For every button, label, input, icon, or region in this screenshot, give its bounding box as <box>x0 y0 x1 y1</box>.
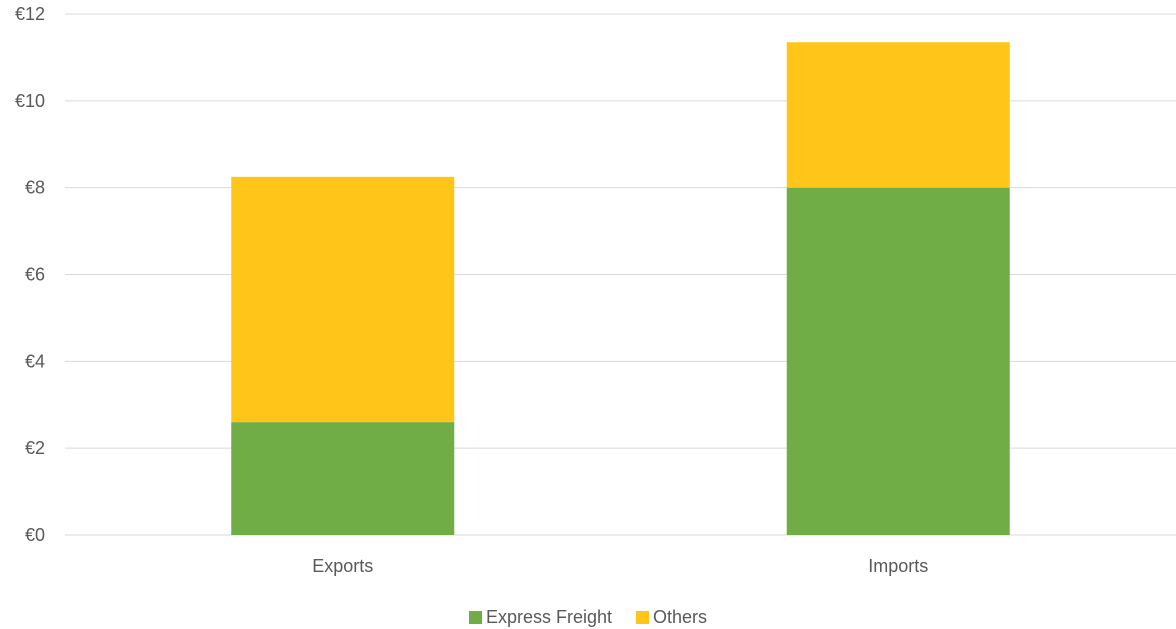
legend: Express Freight Others <box>0 606 1176 628</box>
legend-label-express-freight: Express Freight <box>485 607 612 627</box>
y-tick-label: €6 <box>25 265 45 285</box>
legend-item-express-freight: Express Freight <box>468 606 612 628</box>
y-tick-label: €2 <box>25 438 45 458</box>
bar-exports-express-freight <box>231 422 455 535</box>
bar-exports-others <box>231 176 455 423</box>
y-tick-label: €8 <box>25 178 45 198</box>
bar-imports-others <box>786 42 1010 188</box>
y-axis-tick-labels: €0 €2 €4 €6 €8 €10 €12 <box>15 4 45 545</box>
bar-imports-express-freight <box>786 187 1010 535</box>
y-tick-label: €0 <box>25 525 45 545</box>
y-tick-label: €12 <box>15 4 45 24</box>
legend-label-others: Others <box>653 607 708 627</box>
bars <box>231 42 1010 535</box>
legend-item-others: Others <box>636 606 707 628</box>
y-tick-label: €10 <box>15 91 45 111</box>
x-category-label: Exports <box>312 556 373 576</box>
legend-swatch-express-freight <box>468 610 482 624</box>
y-tick-label: €4 <box>25 351 45 371</box>
x-category-label: Imports <box>868 556 928 576</box>
x-axis-category-labels: Exports Imports <box>312 556 928 576</box>
legend-swatch-others <box>636 610 649 624</box>
